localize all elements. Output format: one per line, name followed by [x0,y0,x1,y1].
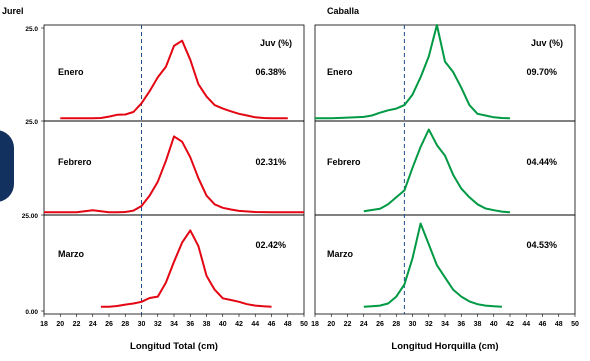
series-line-enero [60,39,288,120]
x-tick-label: 42 [506,321,514,328]
x-tick-label: 26 [376,321,384,328]
juv-percentage: 04.44% [526,157,557,167]
x-tick-label: 24 [89,321,97,328]
month-label: Febrero [327,157,361,167]
x-tick-label: 40 [490,321,498,328]
x-tick-label: 30 [409,321,417,328]
month-label: Marzo [58,249,85,259]
x-tick-label: 18 [311,321,319,328]
x-axis-title: Longitud Horquilla (cm) [391,341,498,352]
x-tick-label: 44 [522,321,530,328]
juv-percentage: 09.70% [526,67,557,77]
jurel-title: Jurel [2,6,24,16]
juv-header-label: Juv (%) [260,38,292,48]
x-tick-label: 44 [251,321,259,328]
x-tick-label: 28 [392,321,400,328]
month-label: Enero [58,67,84,77]
month-label: Febrero [58,157,92,167]
x-tick-label: 32 [154,321,162,328]
y-tick-label: 25.0 [25,26,38,33]
x-tick-label: 18 [40,321,48,328]
x-tick-label: 22 [344,321,352,328]
x-tick-label: 24 [360,321,368,328]
caballa-title: Caballa [327,6,360,16]
x-tick-label: 50 [300,321,308,328]
x-tick-label: 42 [235,321,243,328]
y-tick-label: 25.0 [25,119,38,126]
juv-percentage: 06.38% [255,67,286,77]
series-line-enero [315,24,511,120]
x-tick-label: 46 [268,321,276,328]
x-tick-label: 48 [284,321,292,328]
juv-header-label: Juv (%) [531,38,563,48]
series-line-marzo [100,229,272,308]
y-tick-label: 25.00 [22,213,39,220]
x-tick-label: 46 [539,321,547,328]
decorative-blue-disc [0,130,14,202]
juv-percentage: 02.42% [255,240,286,250]
x-tick-label: 50 [571,321,579,328]
x-tick-label: 48 [555,321,563,328]
juv-percentage: 02.31% [255,157,286,167]
x-axis-title: Longitud Total (cm) [130,341,218,352]
x-tick-label: 34 [170,321,178,328]
series-line-marzo [363,222,502,308]
juv-percentage: 04.53% [526,240,557,250]
y-tick-label: 0.00 [25,309,38,316]
x-tick-label: 36 [186,321,194,328]
month-label: Enero [327,67,353,77]
x-tick-label: 40 [219,321,227,328]
x-tick-label: 32 [425,321,433,328]
x-tick-label: 36 [457,321,465,328]
x-tick-label: 20 [56,321,64,328]
x-tick-label: 22 [73,321,81,328]
x-tick-label: 34 [441,321,449,328]
x-tick-label: 30 [138,321,146,328]
series-line-febrero [44,135,304,214]
x-tick-label: 38 [203,321,211,328]
series-line-febrero [363,128,511,214]
month-label: Marzo [327,249,354,259]
x-tick-label: 38 [474,321,482,328]
x-tick-label: 20 [327,321,335,328]
x-tick-label: 28 [121,321,129,328]
x-tick-label: 26 [105,321,113,328]
